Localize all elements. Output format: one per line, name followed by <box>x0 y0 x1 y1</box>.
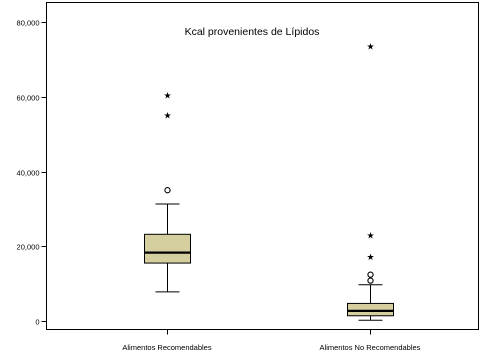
outlier-point <box>367 277 374 284</box>
y-tick-label: 20,000 <box>17 243 40 252</box>
y-tick-label: 80,000 <box>17 19 40 28</box>
y-tick-label: 60,000 <box>17 94 40 103</box>
extreme-point: ★ <box>366 42 374 52</box>
y-tick-label: 0 <box>35 318 39 327</box>
x-tick-label: Alimentos No Recomendables <box>320 343 421 352</box>
x-axis: Alimentos Recomendables Alimentos No Reco… <box>122 329 421 352</box>
iqr-box <box>347 302 394 317</box>
boxes-group: ★★★★★ <box>144 42 394 321</box>
extreme-point: ★ <box>366 252 374 262</box>
x-tick-label: Alimentos Recomendables <box>122 343 211 352</box>
extreme-point: ★ <box>366 230 374 240</box>
box-recomendables: ★★ <box>144 91 191 293</box>
extreme-point: ★ <box>163 110 171 120</box>
plot-frame <box>46 2 479 330</box>
y-tick-label: 40,000 <box>17 169 40 178</box>
chart-title: Kcal provenientes de Lípidos <box>185 26 320 38</box>
y-axis: 0 20,000 40,000 60,000 80,000 <box>17 19 47 327</box>
extreme-point: ★ <box>163 91 171 101</box>
outlier-point <box>164 187 171 194</box>
iqr-box <box>144 233 191 264</box>
box-no-recomendables: ★ ★ ★ <box>347 42 394 321</box>
outlier-point <box>367 271 374 278</box>
